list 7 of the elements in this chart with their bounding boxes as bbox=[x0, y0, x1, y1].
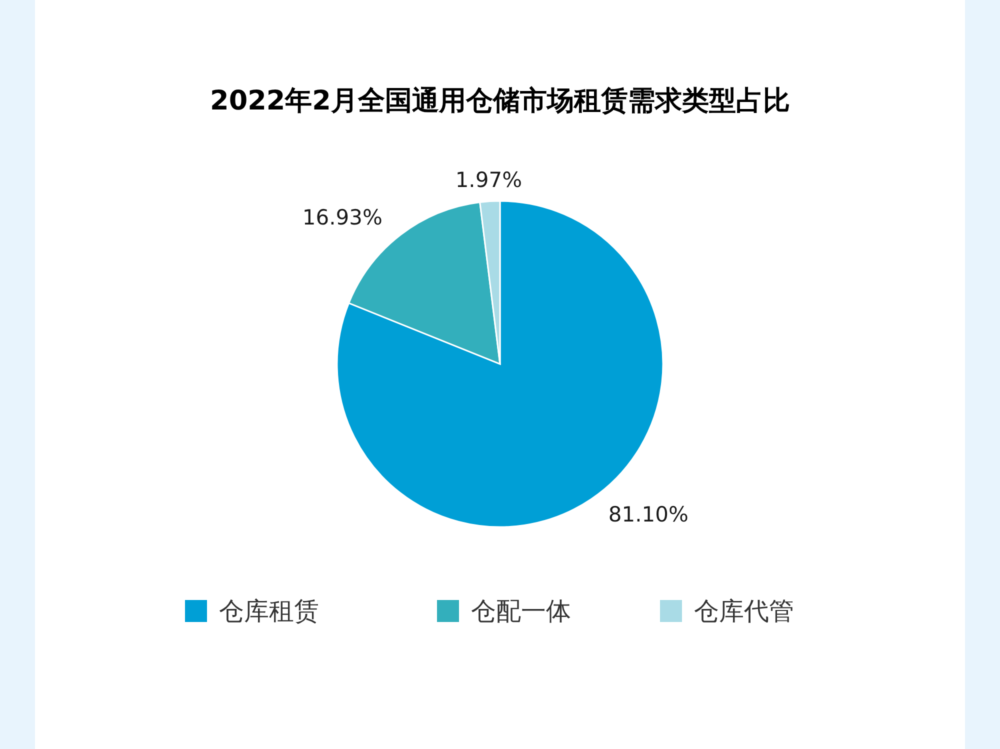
legend-label: 仓配一体 bbox=[471, 596, 571, 626]
data-label: 16.93% bbox=[302, 206, 382, 230]
legend-label: 仓库租赁 bbox=[219, 596, 319, 626]
data-label: 81.10% bbox=[608, 502, 688, 526]
legend-label: 仓库代管 bbox=[694, 596, 794, 626]
chart-title: 2022年2月全国通用仓储市场租赁需求类型占比 bbox=[210, 85, 790, 116]
data-label: 1.97% bbox=[455, 168, 522, 192]
